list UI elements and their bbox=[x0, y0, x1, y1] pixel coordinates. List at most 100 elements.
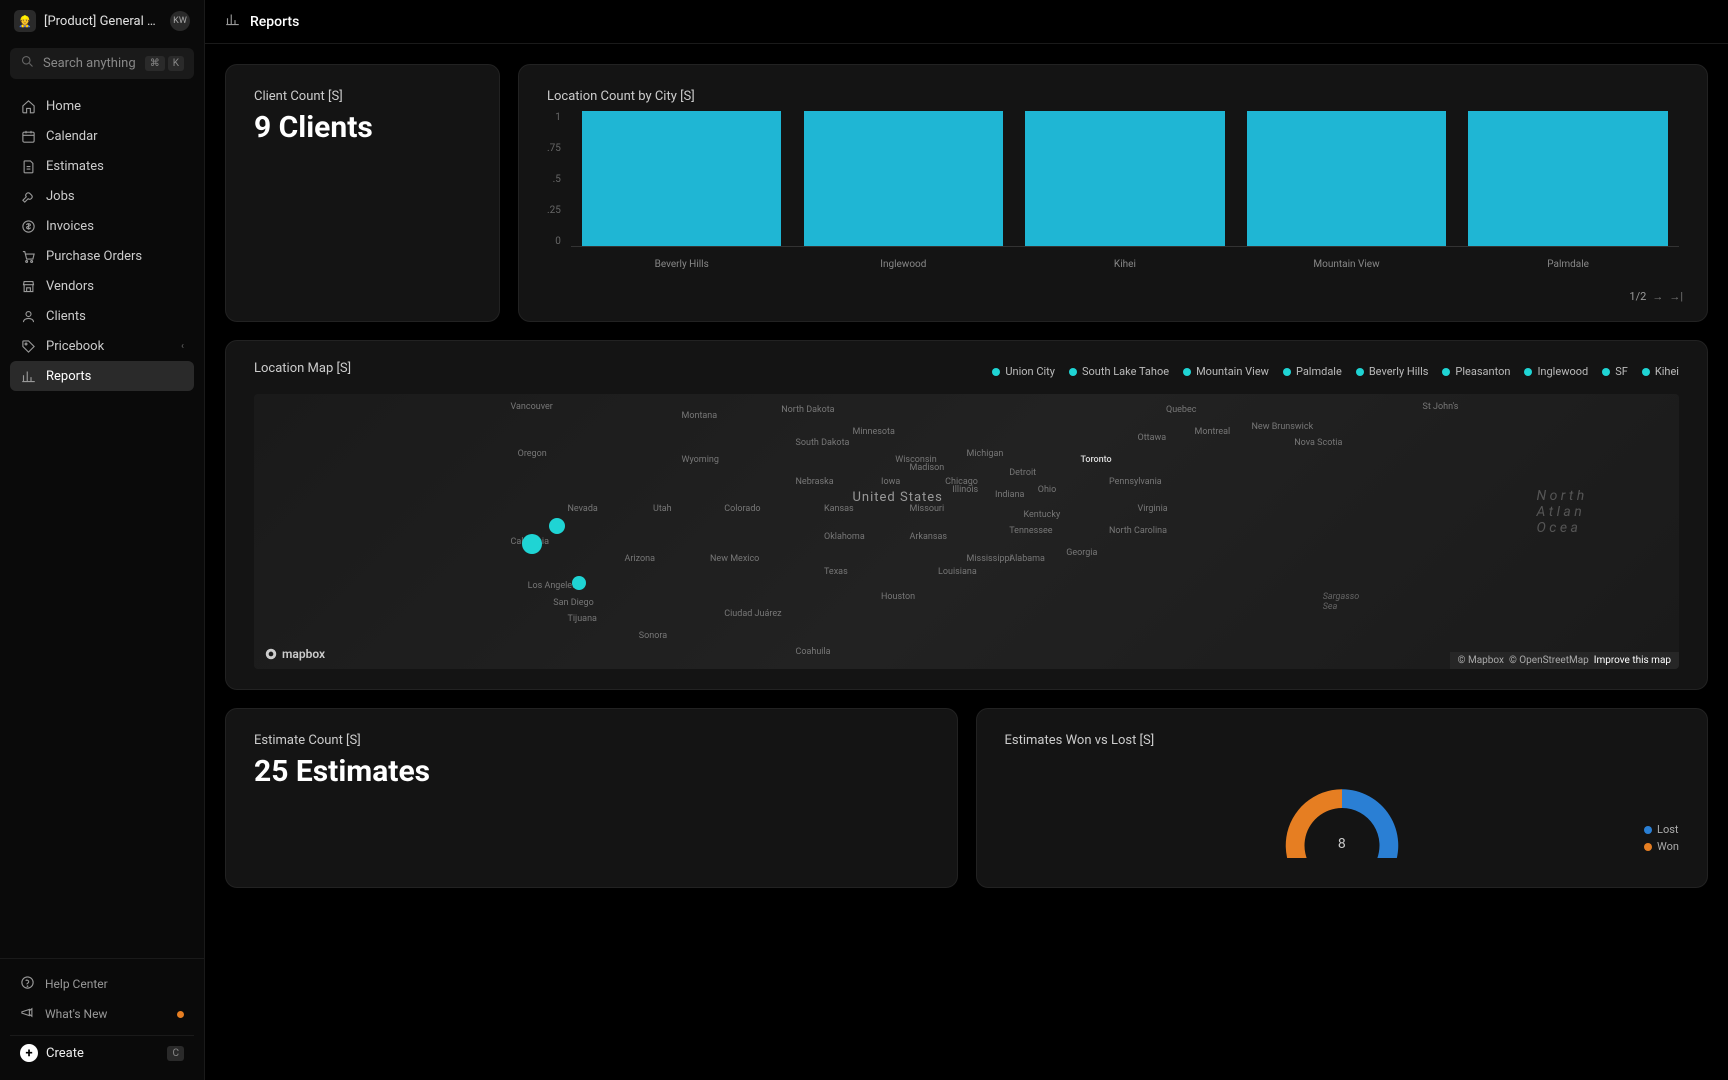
search-placeholder: Search anything bbox=[43, 56, 137, 71]
legend-item: Pleasanton bbox=[1442, 365, 1510, 378]
main-nav: HomeCalendar Estimates Jobs Invoices Purchas… bbox=[0, 85, 204, 958]
help-center-link[interactable]: Help Center bbox=[10, 969, 194, 999]
client-count-value: 9 Clients bbox=[254, 110, 471, 145]
map-label: Kentucky bbox=[1024, 510, 1061, 520]
map-label: SargassoSea bbox=[1323, 592, 1359, 612]
nav-label: Pricebook bbox=[46, 339, 104, 354]
y-axis: 1.75.5.250 bbox=[547, 112, 571, 247]
map-label: Colorado bbox=[724, 504, 760, 514]
map-point[interactable] bbox=[549, 518, 565, 534]
map-label: South Dakota bbox=[796, 438, 850, 448]
map-label: Arizona bbox=[625, 554, 656, 564]
sidebar-item-vendors[interactable]: Vendors bbox=[10, 271, 194, 301]
sidebar-item-jobs[interactable]: Jobs bbox=[10, 181, 194, 211]
map-legend: Union City South Lake Tahoe Mountain View P… bbox=[992, 365, 1679, 378]
donut-segment-lost[interactable] bbox=[1342, 789, 1398, 858]
map-label: Nevada bbox=[568, 504, 598, 514]
chevron-left-icon: ‹ bbox=[181, 341, 184, 352]
donut-legend: LostWon bbox=[1644, 823, 1679, 857]
map-canvas[interactable]: mapbox © Mapbox © OpenStreetMap Improve … bbox=[254, 394, 1679, 669]
legend-item: Union City bbox=[992, 365, 1055, 378]
chart-icon bbox=[225, 12, 240, 31]
help-label: Help Center bbox=[45, 977, 108, 991]
whats-new-link[interactable]: What's New bbox=[10, 999, 194, 1029]
nav-label: Invoices bbox=[46, 219, 94, 234]
map-label: San Diego bbox=[553, 598, 594, 608]
map-label: Mississippi bbox=[967, 554, 1012, 564]
map-point[interactable] bbox=[572, 576, 586, 590]
page-title: Reports bbox=[250, 14, 299, 30]
bar-inglewood[interactable]: Inglewood bbox=[804, 111, 1003, 246]
bar-palmdale[interactable]: Palmdale bbox=[1468, 111, 1667, 246]
map-label: Missouri bbox=[910, 504, 945, 514]
nav-label: Jobs bbox=[46, 189, 75, 204]
bar-kihei[interactable]: Kihei bbox=[1025, 111, 1224, 246]
map-label: Pennsylvania bbox=[1109, 477, 1162, 487]
location-map-card: Location Map [S] Union CitySouth Lake Ta… bbox=[225, 340, 1708, 690]
map-label: Nova Scotia bbox=[1294, 438, 1342, 448]
org-switcher[interactable]: 👷 [Product] General S... KW bbox=[0, 0, 204, 42]
map-label: North Carolina bbox=[1109, 526, 1167, 536]
map-label: Chicago bbox=[945, 477, 978, 487]
map-label: Tijuana bbox=[568, 614, 597, 624]
sidebar-item-clients[interactable]: Clients bbox=[10, 301, 194, 331]
bar-beverly-hills[interactable]: Beverly Hills bbox=[582, 111, 781, 246]
create-button[interactable]: + Create C bbox=[10, 1035, 194, 1070]
legend-item: Kihei bbox=[1642, 365, 1679, 378]
sidebar-item-home[interactable]: Home bbox=[10, 91, 194, 121]
legend-item: Beverly Hills bbox=[1356, 365, 1429, 378]
user-icon bbox=[20, 308, 36, 324]
map-label: Tennessee bbox=[1009, 526, 1052, 536]
estimates-donut-card: Estimates Won vs Lost [S] 8 LostWon bbox=[976, 708, 1709, 888]
improve-map-link[interactable]: Improve this map bbox=[1594, 655, 1671, 666]
nav-label: Estimates bbox=[46, 159, 104, 174]
sidebar-item-invoices[interactable]: Invoices bbox=[10, 211, 194, 241]
pager-text: 1/2 bbox=[1629, 290, 1646, 303]
bars-area: Beverly HillsInglewoodKiheiMountain View… bbox=[571, 112, 1679, 247]
pager-next[interactable]: → bbox=[1652, 290, 1663, 303]
nav-label: Clients bbox=[46, 309, 86, 324]
map-label: Los Angeles bbox=[528, 581, 577, 591]
nav-label: Purchase Orders bbox=[46, 249, 142, 264]
map-label: United States bbox=[853, 490, 943, 505]
user-avatar[interactable]: KW bbox=[170, 11, 190, 31]
whatsnew-label: What's New bbox=[45, 1007, 107, 1021]
sidebar-item-reports[interactable]: Reports bbox=[10, 361, 194, 391]
map-label: Louisiana bbox=[938, 567, 977, 577]
bar-mountain-view[interactable]: Mountain View bbox=[1247, 111, 1446, 246]
sidebar-item-purchase-orders[interactable]: Purchase Orders bbox=[10, 241, 194, 271]
client-count-label: Client Count [S] bbox=[254, 89, 471, 104]
org-name: [Product] General S... bbox=[44, 14, 162, 29]
search-input[interactable]: Search anything ⌘K bbox=[10, 48, 194, 79]
megaphone-icon bbox=[20, 1005, 35, 1023]
notification-dot bbox=[177, 1011, 184, 1018]
location-chart-label: Location Count by City [S] bbox=[547, 89, 1679, 104]
map-label: Wyoming bbox=[682, 455, 719, 465]
pager-last[interactable]: →| bbox=[1669, 290, 1683, 303]
map-label: North Dakota bbox=[781, 405, 834, 415]
dashboard: Client Count [S] 9 Clients Location Coun… bbox=[205, 44, 1728, 908]
sidebar-item-calendar[interactable]: Calendar bbox=[10, 121, 194, 151]
map-label: Georgia bbox=[1066, 548, 1097, 558]
map-label: Utah bbox=[653, 504, 672, 514]
map-label: St John's bbox=[1423, 402, 1459, 412]
main-content: Reports Client Count [S] 9 Clients Locat… bbox=[205, 0, 1728, 1080]
map-label: Houston bbox=[881, 592, 915, 602]
chart-icon bbox=[20, 368, 36, 384]
location-chart-card: Location Count by City [S] 1.75.5.250 Be… bbox=[518, 64, 1708, 322]
legend-item: Mountain View bbox=[1183, 365, 1269, 378]
map-label: Toronto bbox=[1081, 455, 1112, 465]
wrench-icon bbox=[20, 188, 36, 204]
mapbox-logo: mapbox bbox=[264, 647, 325, 661]
sidebar-item-estimates[interactable]: Estimates bbox=[10, 151, 194, 181]
sidebar-item-pricebook[interactable]: Pricebook ‹ bbox=[10, 331, 194, 361]
map-point[interactable] bbox=[522, 534, 542, 554]
map-label: Coahuila bbox=[796, 647, 831, 657]
estimate-count-label: Estimate Count [S] bbox=[254, 733, 929, 748]
legend-item: South Lake Tahoe bbox=[1069, 365, 1169, 378]
bar-label: Kihei bbox=[1114, 259, 1136, 270]
bar-label: Inglewood bbox=[880, 259, 926, 270]
map-label: New Mexico bbox=[710, 554, 759, 564]
donut-legend-item: Lost bbox=[1644, 823, 1679, 836]
estimate-count-card: Estimate Count [S] 25 Estimates bbox=[225, 708, 958, 888]
